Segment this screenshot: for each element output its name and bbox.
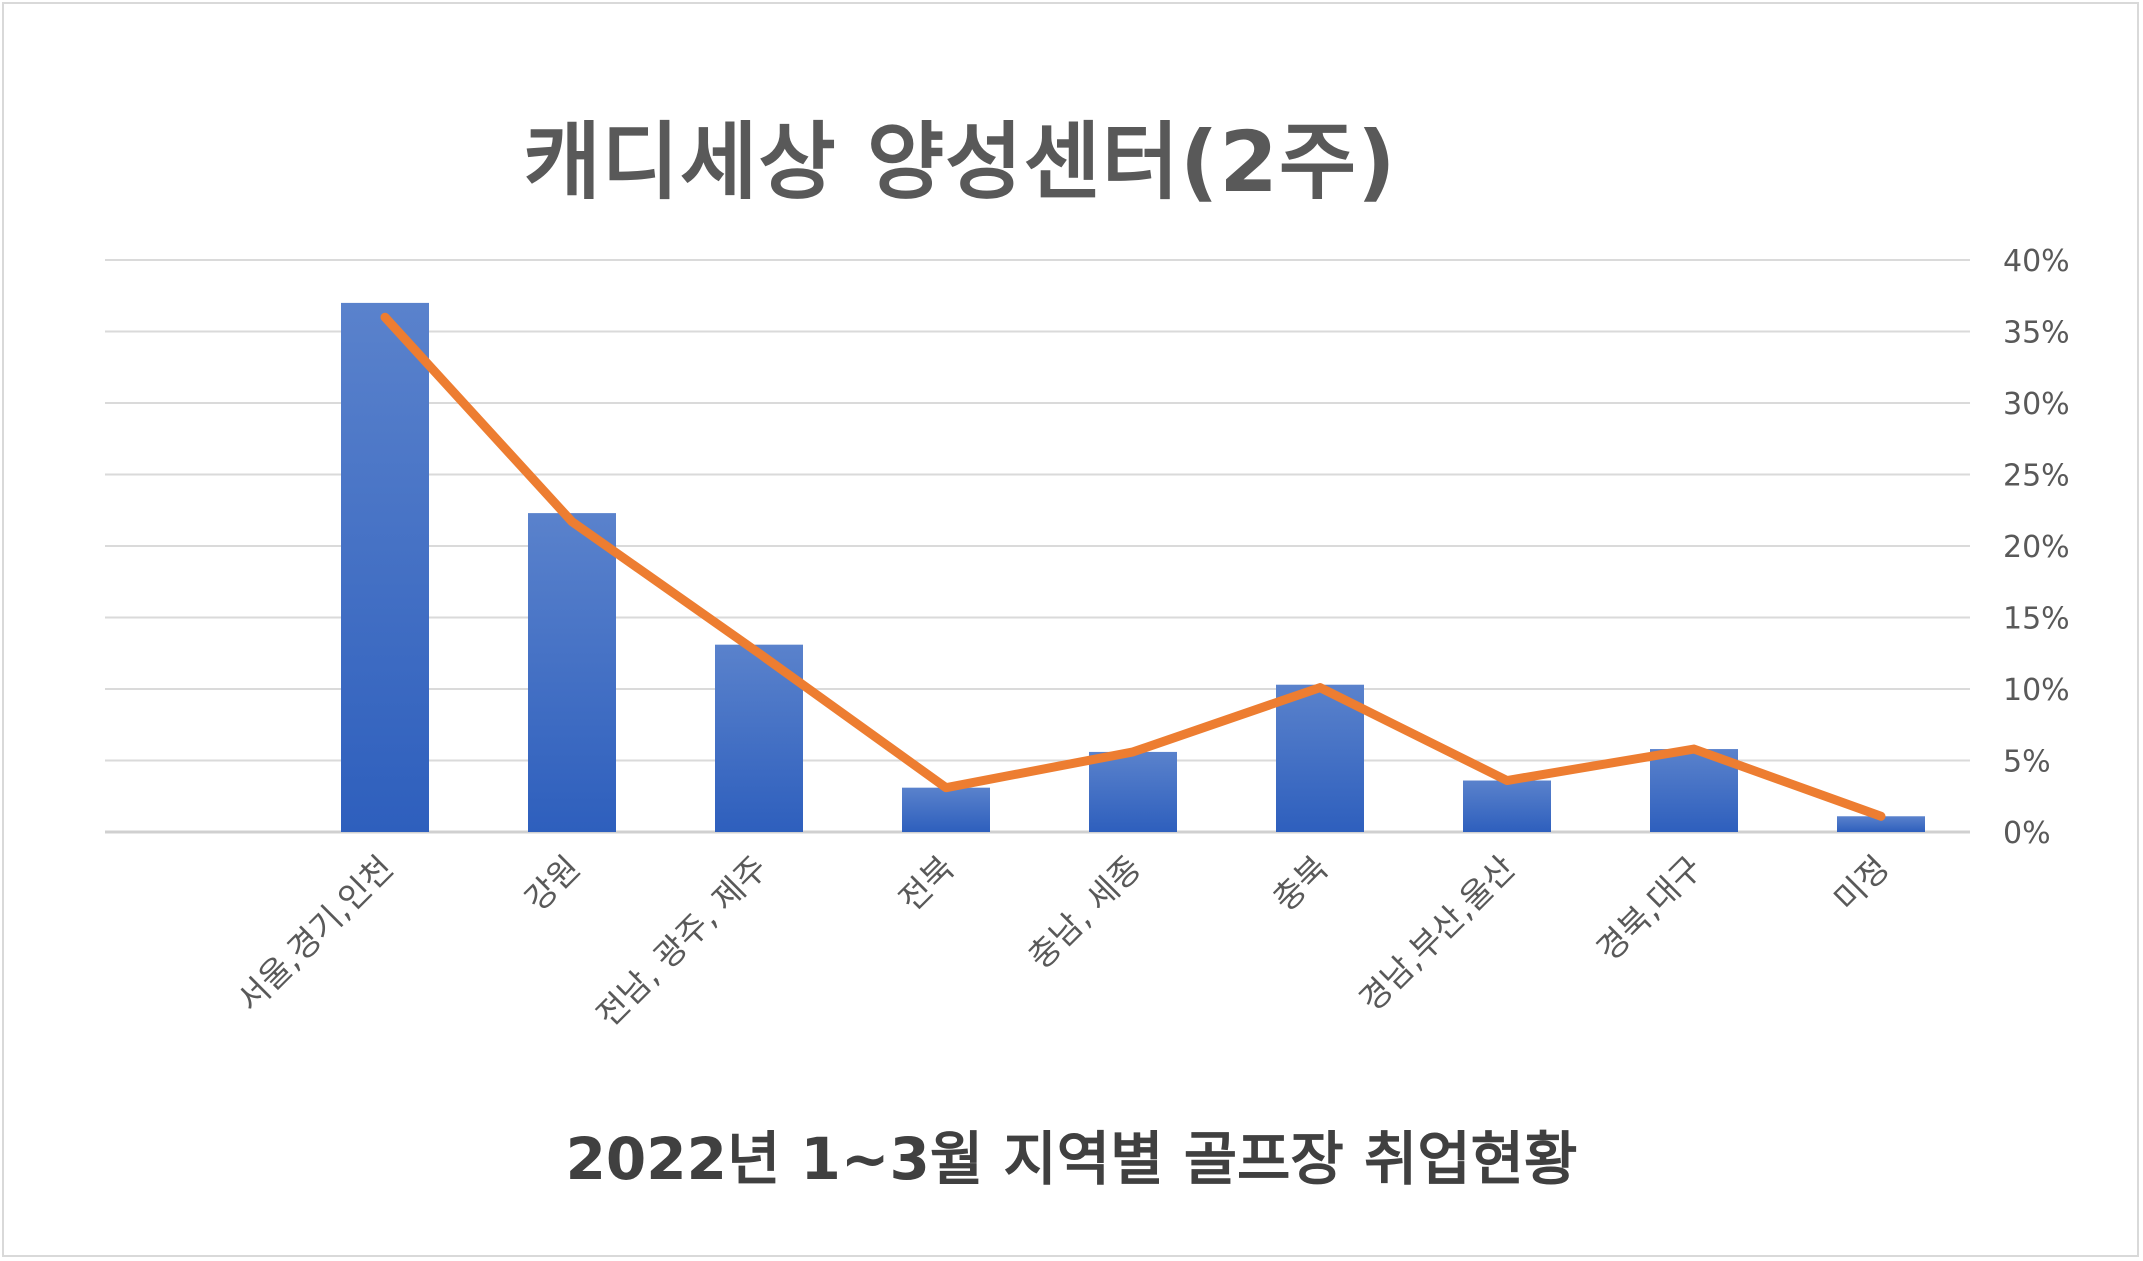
bar [902, 787, 990, 832]
x-category-label: 전북 [891, 848, 962, 919]
x-axis-categories: 서울,경기,인천 강원 전남, 광주, 제주 전북 충남, 세종 충북 경남,부산,울산 경북… [229, 848, 1896, 1034]
x-category-label: 강원 [517, 848, 588, 919]
y-axis-ticks: 0% 5% 10% 15% 20% 25% 30% 35% 40% [2003, 244, 2070, 851]
chart-title: 캐디세상 양성센터(2주) [523, 113, 1397, 211]
bar [1276, 684, 1364, 832]
x-category-label: 미정 [1826, 848, 1897, 919]
y-tick-label: 15% [2003, 602, 2070, 637]
bar [528, 513, 616, 832]
y-tick-label: 5% [2003, 745, 2051, 780]
bar [1089, 751, 1177, 832]
x-category-label: 충남, 세종 [1020, 848, 1148, 976]
y-tick-label: 20% [2003, 530, 2070, 565]
y-tick-label: 30% [2003, 387, 2070, 422]
x-category-label: 경남,부산,울산 [1351, 848, 1522, 1019]
x-category-label: 경북,대구 [1589, 848, 1710, 969]
bar [341, 302, 429, 832]
bar [1837, 816, 1925, 832]
chart-subtitle: 2022년 1~3월 지역별 골프장 취업현황 [565, 1125, 1578, 1193]
y-tick-label: 35% [2003, 316, 2070, 351]
x-category-label: 전남, 광주, 제주 [589, 848, 775, 1034]
y-tick-label: 40% [2003, 244, 2070, 279]
x-category-label: 서울,경기,인천 [229, 848, 400, 1019]
line-series [380, 312, 1886, 821]
bar [1463, 780, 1551, 832]
y-tick-label: 10% [2003, 673, 2070, 708]
y-tick-label: 25% [2003, 459, 2070, 494]
y-tick-label: 0% [2003, 816, 2051, 851]
x-category-label: 충북 [1265, 848, 1336, 919]
